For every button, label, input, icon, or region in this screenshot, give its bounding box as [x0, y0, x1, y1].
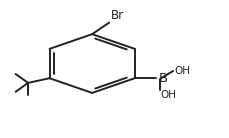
- Text: Br: Br: [111, 9, 124, 22]
- Text: OH: OH: [160, 90, 176, 100]
- Text: OH: OH: [174, 66, 189, 76]
- Text: B: B: [158, 72, 168, 85]
